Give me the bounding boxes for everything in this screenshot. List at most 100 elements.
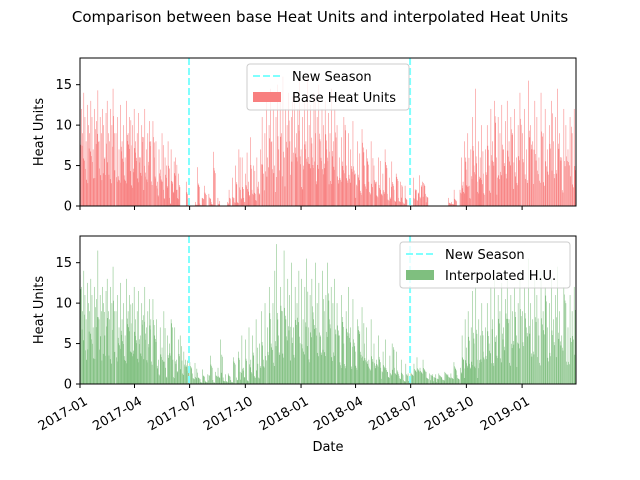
top-bar <box>186 192 188 206</box>
bottom-bar <box>123 356 125 384</box>
bottom-bar <box>516 366 518 384</box>
bottom-bar <box>547 357 549 384</box>
top-bar <box>323 125 324 206</box>
bottom-bar <box>306 346 308 384</box>
top-bar <box>462 188 464 206</box>
top-bar <box>127 133 129 206</box>
top-bar <box>529 137 531 206</box>
top-bar <box>353 170 355 206</box>
top-bar <box>235 182 237 206</box>
bottom-bar <box>80 289 82 384</box>
bottom-bar <box>244 377 246 384</box>
top-bar <box>351 166 352 206</box>
bottom-bar <box>226 381 228 384</box>
top-bar <box>162 181 163 206</box>
top-bar <box>196 204 198 206</box>
top-bar <box>261 117 263 206</box>
bottom-bar <box>568 364 570 384</box>
top-bar <box>564 166 566 206</box>
top-bar <box>418 193 420 206</box>
top-bar <box>162 145 164 206</box>
bottom-bar <box>504 350 506 384</box>
top-bar <box>476 181 478 206</box>
bottom-bar <box>201 382 203 384</box>
top-bar <box>242 187 244 206</box>
top-bar <box>449 203 450 206</box>
top-bar <box>528 80 529 206</box>
top-bar <box>350 149 351 206</box>
bottom-bar <box>485 355 487 384</box>
top-bar <box>209 198 211 206</box>
bottom-bar <box>463 359 464 384</box>
bottom-bar <box>301 344 303 384</box>
top-bar <box>374 181 376 206</box>
top-bar <box>402 201 404 206</box>
top-bar <box>232 177 233 206</box>
bottom-bar <box>341 317 343 384</box>
top-bar <box>517 185 518 206</box>
top-bar <box>300 164 301 206</box>
bottom-bar <box>427 378 429 384</box>
bottom-bar <box>329 324 331 384</box>
bottom-bar <box>199 379 201 384</box>
bottom-bar <box>557 332 559 384</box>
top-bar <box>244 202 246 206</box>
top-bar <box>98 141 100 206</box>
top-bar <box>460 193 462 206</box>
bottom-bar <box>315 327 317 384</box>
bottom-bar <box>362 356 363 384</box>
top-bar <box>353 166 354 206</box>
bottom-legend-label-bars: Interpolated H.U. <box>445 269 556 284</box>
bottom-bar <box>549 303 550 384</box>
bottom-bar <box>466 365 468 384</box>
top-bar <box>173 193 175 206</box>
top-bar <box>302 117 303 206</box>
bottom-bar <box>186 366 188 384</box>
top-bar <box>245 185 247 206</box>
bottom-bar <box>262 359 264 384</box>
bottom-bar <box>456 370 457 384</box>
top-bar <box>487 145 489 206</box>
top-bar <box>139 162 141 206</box>
top-bar <box>384 193 385 206</box>
top-bar <box>345 130 346 206</box>
top-bar <box>164 157 166 206</box>
bottom-bar <box>555 357 557 384</box>
top-bar <box>399 201 400 206</box>
bottom-bar <box>175 363 177 384</box>
top-bar <box>363 152 365 206</box>
top-bar <box>530 125 531 206</box>
top-bar <box>329 133 331 206</box>
bottom-bar <box>421 372 423 384</box>
bottom-bar <box>160 354 162 384</box>
bottom-bar <box>162 359 163 384</box>
bottom-bar <box>533 354 535 384</box>
top-bar <box>479 179 481 206</box>
bottom-bar <box>447 375 448 384</box>
top-bar <box>240 198 242 206</box>
top-bar <box>558 148 560 206</box>
bottom-bar <box>204 376 205 384</box>
bottom-bar <box>156 365 158 384</box>
bottom-bar <box>81 286 82 384</box>
bottom-bar <box>193 378 194 384</box>
top-bar <box>508 141 510 206</box>
bottom-bar <box>480 335 481 384</box>
top-bar <box>448 202 450 206</box>
top-bar <box>117 117 118 206</box>
bottom-bar <box>291 337 293 384</box>
bottom-bar <box>318 282 320 384</box>
top-bar <box>555 170 557 206</box>
top-bar <box>212 204 214 206</box>
bottom-bar <box>515 317 516 384</box>
top-bar <box>327 161 329 206</box>
bottom-bar <box>412 375 414 384</box>
top-bar <box>277 136 279 206</box>
bottom-bar <box>485 327 486 384</box>
top-bar <box>362 147 364 206</box>
bottom-bar <box>544 334 545 384</box>
top-bar <box>238 149 240 206</box>
bottom-bar <box>570 341 572 384</box>
bottom-bar <box>487 331 489 384</box>
bottom-bar <box>224 381 226 384</box>
